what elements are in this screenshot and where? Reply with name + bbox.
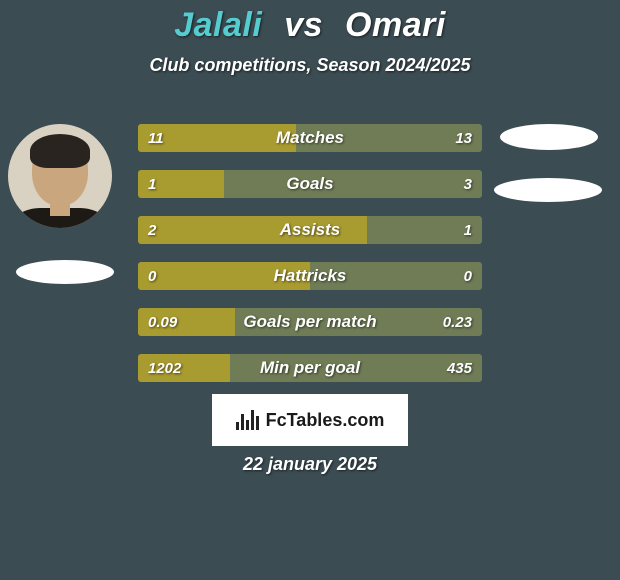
player1-avatar — [8, 124, 112, 228]
stat-row: Assists21 — [138, 216, 482, 244]
stat-bar-right — [224, 170, 482, 198]
logo-text: FcTables.com — [266, 410, 385, 431]
vs-label: vs — [284, 6, 323, 44]
logo-box: FcTables.com — [212, 394, 408, 446]
stat-bar-left — [138, 308, 235, 336]
player1-team-badge-placeholder — [16, 260, 114, 284]
player1-name: Jalali — [174, 6, 262, 44]
player2-avatar-placeholder — [500, 124, 598, 150]
comparison-card: Jalali vs Omari Club competitions, Seaso… — [0, 0, 620, 580]
player2-name: Omari — [345, 6, 446, 44]
stat-bar-left — [138, 262, 310, 290]
stat-bar-right — [310, 262, 482, 290]
stat-bars: Matches1113 Goals13 Assists21 Hattricks00 Go… — [138, 124, 482, 400]
stat-row: Goals13 — [138, 170, 482, 198]
stat-bar-left — [138, 170, 224, 198]
stat-bar-right — [296, 124, 482, 152]
avatar-hair — [30, 134, 90, 168]
stat-row: Matches1113 — [138, 124, 482, 152]
date-label: 22 january 2025 — [0, 454, 620, 475]
stat-bar-right — [235, 308, 482, 336]
stat-bar-right — [230, 354, 482, 382]
stat-row: Goals per match0.090.23 — [138, 308, 482, 336]
player2-team-badge-placeholder — [494, 178, 602, 202]
stat-bar-left — [138, 354, 230, 382]
title: Jalali vs Omari — [0, 6, 620, 45]
subtitle: Club competitions, Season 2024/2025 — [0, 55, 620, 76]
stat-bar-left — [138, 216, 367, 244]
stat-bar-left — [138, 124, 296, 152]
stat-row: Hattricks00 — [138, 262, 482, 290]
stat-bar-right — [367, 216, 482, 244]
logo-icon — [236, 408, 260, 432]
stat-row: Min per goal1202435 — [138, 354, 482, 382]
